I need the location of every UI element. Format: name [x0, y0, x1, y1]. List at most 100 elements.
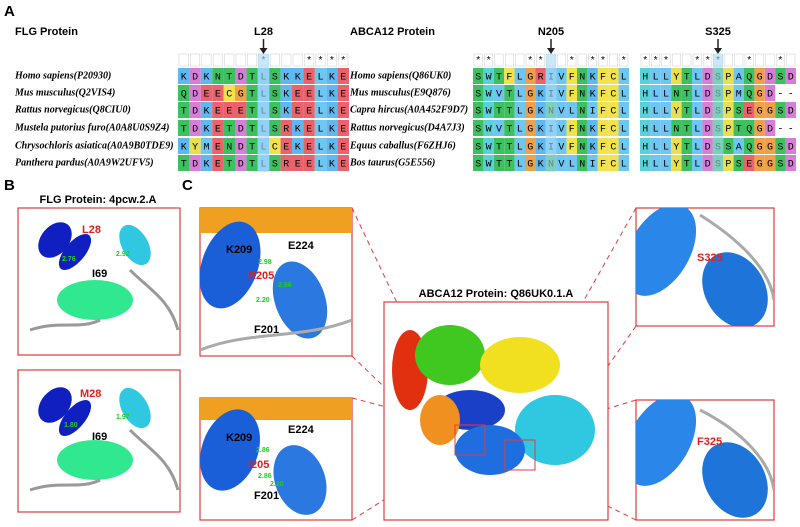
- residue: L: [621, 107, 627, 118]
- residue: L: [663, 73, 669, 84]
- distance-label: 2.20: [270, 481, 284, 488]
- structure: [200, 208, 352, 352]
- residue-cell: [473, 68, 484, 84]
- residue: T: [181, 107, 187, 118]
- panel-label: B: [4, 177, 15, 194]
- site-highlight: [712, 54, 724, 172]
- residue: L: [694, 160, 700, 171]
- marker-box: [692, 53, 702, 67]
- residue-cell: [640, 155, 651, 171]
- residue-cell: [483, 120, 494, 136]
- residue: L: [653, 143, 659, 154]
- residue-cell: [504, 102, 515, 118]
- residue-cell: [608, 85, 619, 101]
- residue: E: [306, 160, 312, 171]
- marker-box: [269, 53, 280, 67]
- residue-cell: [200, 138, 213, 154]
- marker-box: [608, 53, 618, 67]
- residue: T: [226, 125, 232, 136]
- marker-box: [765, 53, 775, 67]
- panel-title: ABCA12 Protein: Q86UK0.1.A: [419, 288, 574, 300]
- residue: T: [496, 143, 502, 154]
- protein-overview: [392, 325, 595, 475]
- residue: E: [340, 160, 346, 171]
- alignment-title: FLG Protein: [15, 26, 78, 38]
- residue: K: [590, 73, 596, 84]
- residue-cell: [556, 120, 567, 136]
- marker-box: [224, 53, 235, 67]
- residue-cell: [785, 155, 796, 171]
- residue-cell: [314, 120, 327, 136]
- residue: L: [653, 90, 659, 101]
- conservation-mark: *: [705, 56, 711, 68]
- conservation-mark: *: [486, 56, 492, 68]
- residue: F: [569, 125, 575, 136]
- residue-cell: [566, 155, 577, 171]
- residue-cell: [504, 68, 515, 84]
- residue: S: [725, 143, 731, 154]
- residue: E: [215, 107, 221, 118]
- residue-cell: [280, 102, 292, 118]
- residue: S: [272, 160, 278, 171]
- residue: G: [757, 73, 763, 84]
- marker-box: [588, 53, 598, 67]
- residue: G: [767, 107, 773, 118]
- residue-cell: [754, 138, 765, 154]
- residue: E: [746, 107, 752, 118]
- residue-cell: [223, 102, 235, 118]
- residue-label: K209: [226, 432, 252, 444]
- residue: L: [663, 160, 669, 171]
- residue-cell: [303, 138, 315, 154]
- conservation-mark: *: [663, 56, 669, 68]
- residue: G: [757, 160, 763, 171]
- residue-cell: [650, 85, 661, 101]
- residue: L: [663, 125, 669, 136]
- residue-cell: [235, 85, 247, 101]
- residue: L: [621, 125, 627, 136]
- residue: Q: [746, 143, 752, 154]
- residue-cell: [212, 120, 224, 136]
- residue: D: [705, 125, 711, 136]
- residue: S: [475, 160, 481, 171]
- residue: -: [777, 125, 783, 136]
- residue: L: [663, 107, 669, 118]
- residue: D: [788, 143, 794, 154]
- residue: K: [538, 125, 544, 136]
- residue: N: [579, 143, 585, 154]
- residue-cell: [597, 68, 609, 84]
- residue-cell: [292, 85, 304, 101]
- species: Rattus norvegicus(Q8CIU0): [14, 104, 131, 115]
- residue: T: [506, 125, 512, 136]
- residue-cell: [587, 102, 598, 118]
- residue-cell: [223, 120, 235, 136]
- residue: N: [673, 90, 679, 101]
- residue: Y: [192, 143, 198, 154]
- residue-cell: [702, 85, 713, 101]
- residue-cell: [744, 138, 755, 154]
- residue: K: [590, 90, 596, 101]
- residue-cell: [212, 102, 224, 118]
- residue-cell: [733, 68, 744, 84]
- residue: C: [610, 107, 616, 118]
- residue: V: [558, 107, 564, 118]
- residue: G: [527, 90, 533, 101]
- species: Panthera pardus(A0A9W2UFV5): [15, 157, 154, 168]
- residue-cell: [723, 155, 734, 171]
- residue: E: [238, 107, 244, 118]
- residue: H: [642, 143, 648, 154]
- residue-cell: [326, 120, 338, 136]
- residue-cell: [337, 138, 349, 154]
- residue: P: [725, 160, 731, 171]
- residue: T: [684, 160, 690, 171]
- residue: G: [757, 143, 763, 154]
- residue-cell: [535, 138, 546, 154]
- residue: H: [642, 160, 648, 171]
- residue-cell: [303, 120, 315, 136]
- conservation-mark: *: [600, 56, 606, 68]
- residue: T: [684, 90, 690, 101]
- residue-cell: [269, 155, 281, 171]
- residue: E: [283, 143, 289, 154]
- residue-cell: [235, 102, 247, 118]
- residue: K: [329, 107, 335, 118]
- distance-label: 2.92: [116, 251, 130, 258]
